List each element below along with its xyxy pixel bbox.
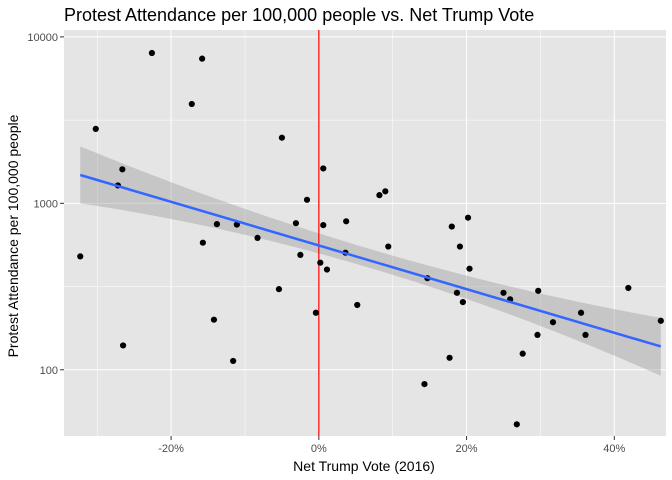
data-point [303, 196, 311, 203]
data-point [297, 251, 304, 258]
data-point [513, 421, 520, 428]
data-point [188, 100, 195, 108]
data-point [464, 214, 472, 221]
y-tick-label: 10000 [27, 32, 58, 44]
data-point [323, 266, 331, 273]
data-point [320, 221, 327, 229]
data-point [210, 316, 218, 323]
x-tick-label: 40% [603, 443, 625, 455]
data-point [278, 134, 286, 141]
data-point [466, 265, 473, 272]
y-axis-ticks: 100 1000 10000 [27, 32, 64, 377]
data-point [213, 221, 221, 228]
chart-title: Protest Attendance per 100,000 people vs… [64, 5, 534, 25]
x-axis-ticks: -20% 0% 20% 40% [158, 436, 626, 455]
data-point [119, 342, 127, 349]
data-point [534, 331, 541, 338]
data-point [275, 286, 283, 293]
data-point [549, 319, 557, 326]
data-point [354, 301, 361, 309]
data-point [343, 218, 350, 225]
x-axis-title: Net Trump Vote (2016) [293, 458, 435, 474]
y-tick-label: 100 [40, 365, 58, 377]
data-point [446, 354, 453, 361]
data-point [292, 220, 300, 227]
data-point [92, 125, 99, 133]
grid-major [64, 30, 666, 436]
data-point [519, 350, 526, 357]
data-point [317, 259, 324, 266]
data-point [376, 192, 383, 199]
data-point [233, 221, 240, 228]
plot-panel [64, 30, 666, 436]
data-point [459, 299, 466, 306]
data-point [577, 309, 585, 316]
data-point [500, 289, 507, 296]
data-point [625, 284, 632, 292]
data-point [448, 223, 455, 230]
data-point [456, 243, 464, 250]
data-point [382, 188, 389, 195]
data-point [535, 287, 542, 294]
x-tick-label: 20% [456, 443, 478, 455]
data-point [230, 357, 237, 365]
data-point [385, 243, 392, 250]
data-point [119, 166, 126, 173]
data-points [77, 49, 664, 428]
data-point [148, 49, 155, 57]
grid-minor [64, 30, 666, 436]
data-point [199, 55, 206, 62]
regression-line [79, 173, 662, 348]
data-point [421, 381, 428, 388]
data-point [199, 239, 206, 246]
y-axis-title: Protest Attendance per 100,000 people [5, 114, 21, 357]
data-point [254, 234, 261, 241]
data-point [320, 165, 327, 172]
data-point [77, 253, 84, 260]
y-tick-label: 1000 [34, 198, 58, 210]
x-tick-label: -20% [158, 443, 184, 455]
data-point [657, 317, 664, 324]
data-point [582, 331, 589, 338]
data-point [453, 289, 461, 296]
x-tick-label: 0% [311, 443, 327, 455]
data-point [312, 309, 319, 316]
